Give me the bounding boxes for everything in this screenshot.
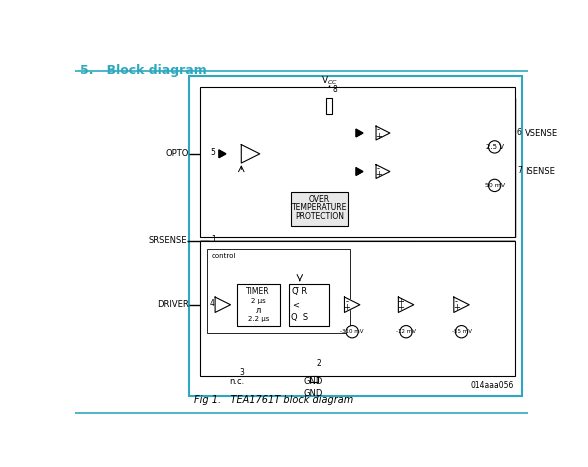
- Circle shape: [455, 325, 467, 338]
- Polygon shape: [376, 164, 390, 178]
- Text: +: +: [397, 297, 404, 306]
- Text: 2.5 V: 2.5 V: [486, 144, 503, 150]
- Text: 1: 1: [211, 235, 216, 244]
- Bar: [189, 76, 522, 396]
- Circle shape: [489, 141, 501, 153]
- Text: OVER: OVER: [309, 195, 330, 204]
- Text: -12 mV: -12 mV: [396, 329, 416, 334]
- Text: +: +: [453, 304, 460, 312]
- Polygon shape: [454, 297, 469, 312]
- Text: +: +: [397, 304, 404, 312]
- Text: V$_{CC}$: V$_{CC}$: [320, 74, 338, 87]
- Circle shape: [346, 325, 358, 338]
- Polygon shape: [356, 168, 363, 176]
- Text: DRIVER: DRIVER: [157, 300, 189, 309]
- Text: -55 mV: -55 mV: [452, 329, 472, 334]
- Text: TEMPERATURE: TEMPERATURE: [292, 203, 347, 212]
- Text: Q  S: Q S: [291, 313, 308, 322]
- Text: VSENSE: VSENSE: [524, 128, 558, 138]
- Bar: [208, 248, 350, 333]
- Text: ᴫ: ᴫ: [256, 305, 261, 315]
- Text: GND: GND: [304, 377, 323, 386]
- Bar: [290, 192, 348, 226]
- Text: 4: 4: [210, 299, 215, 308]
- Text: 014aaa056: 014aaa056: [470, 381, 514, 390]
- Text: Fig 1.   TEA1761T block diagram: Fig 1. TEA1761T block diagram: [194, 395, 353, 405]
- Text: control: control: [211, 253, 236, 259]
- Text: 5: 5: [211, 148, 215, 157]
- Text: +: +: [375, 170, 382, 179]
- Text: 2: 2: [317, 359, 322, 368]
- Bar: [236, 284, 280, 325]
- Polygon shape: [345, 297, 360, 312]
- Polygon shape: [215, 297, 230, 312]
- Circle shape: [489, 179, 501, 191]
- Text: 2.2 μs: 2.2 μs: [248, 316, 269, 322]
- Text: TIMER: TIMER: [246, 287, 270, 296]
- Text: 5.   Block diagram: 5. Block diagram: [79, 64, 206, 77]
- Text: 3: 3: [240, 368, 245, 377]
- Text: ISENSE: ISENSE: [524, 167, 554, 176]
- Bar: [310, 375, 318, 382]
- Text: 7: 7: [517, 166, 522, 175]
- Text: SRSENSE: SRSENSE: [149, 236, 188, 245]
- Bar: [200, 87, 516, 237]
- Text: -: -: [455, 297, 457, 306]
- Text: +: +: [375, 132, 382, 141]
- Text: <: <: [292, 300, 299, 309]
- Text: +: +: [343, 304, 350, 312]
- Polygon shape: [376, 126, 390, 140]
- Text: PROTECTION: PROTECTION: [295, 212, 344, 221]
- Polygon shape: [241, 145, 260, 163]
- Circle shape: [400, 325, 412, 338]
- Text: 2 μs: 2 μs: [251, 298, 266, 304]
- Text: Q̅ R: Q̅ R: [292, 287, 308, 296]
- Text: GND: GND: [304, 389, 323, 398]
- Bar: [326, 99, 332, 114]
- Bar: [289, 284, 329, 325]
- Text: OPTO: OPTO: [166, 149, 189, 158]
- Polygon shape: [219, 150, 226, 158]
- Polygon shape: [399, 297, 414, 312]
- Text: n.c.: n.c.: [229, 377, 244, 386]
- Polygon shape: [356, 129, 363, 137]
- Bar: [200, 241, 516, 375]
- Text: 50 mV: 50 mV: [485, 183, 505, 188]
- Text: -: -: [377, 164, 380, 173]
- Text: -: -: [377, 126, 380, 134]
- Text: 8: 8: [332, 85, 337, 94]
- Text: 6: 6: [517, 128, 522, 137]
- Text: -: -: [345, 297, 348, 306]
- Text: -310 mV: -310 mV: [340, 329, 364, 334]
